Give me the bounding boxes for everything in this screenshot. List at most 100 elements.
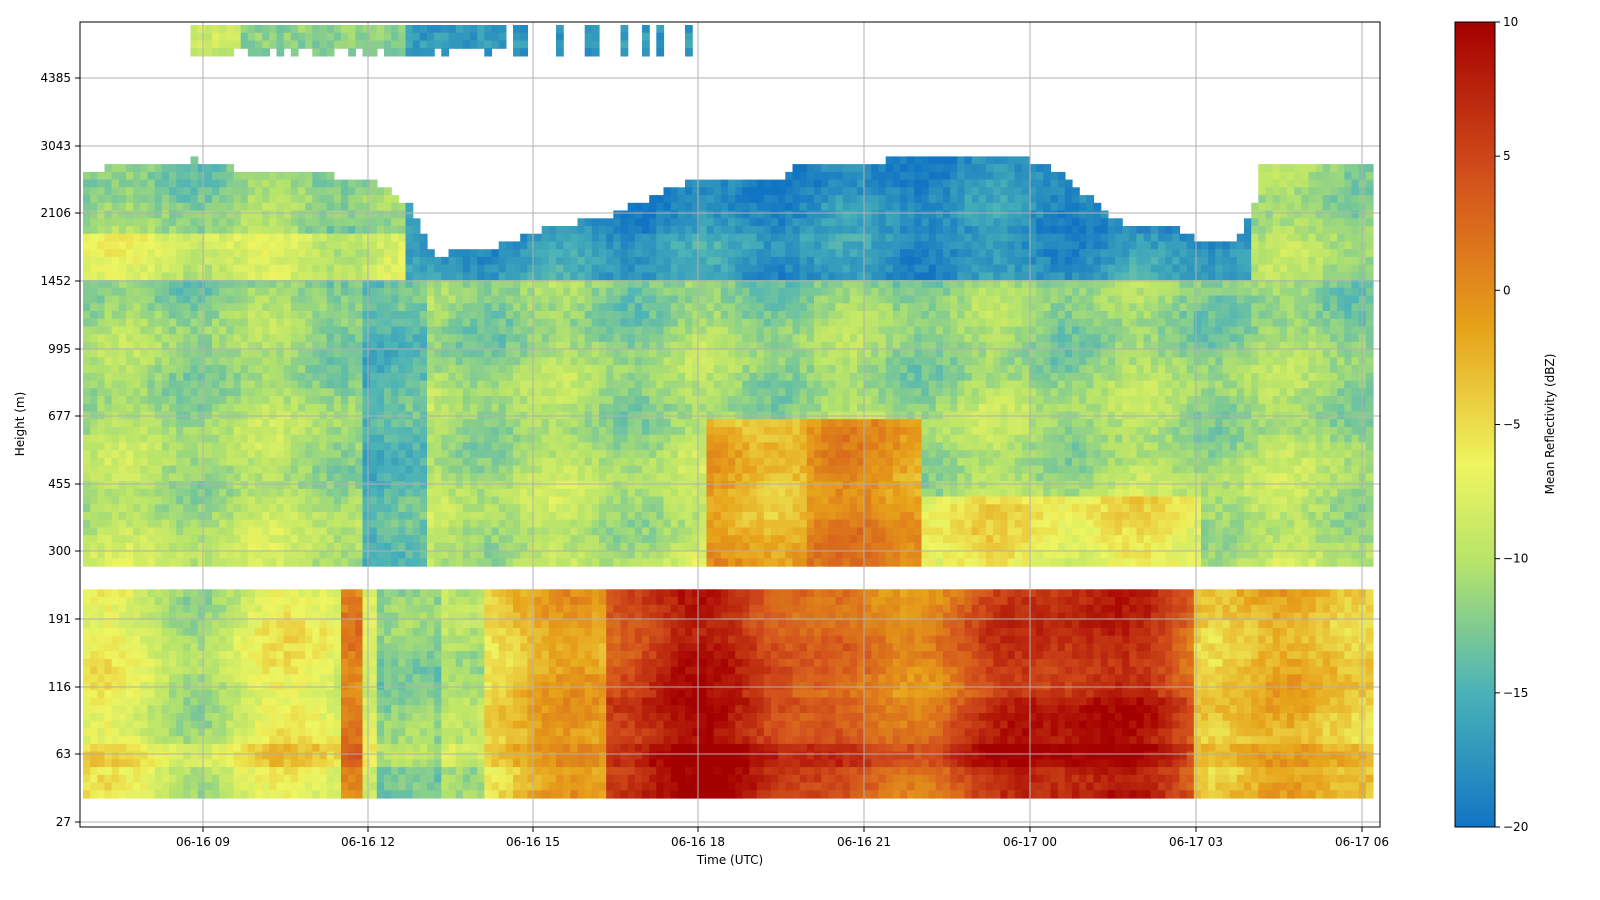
heatmap-cell (1050, 272, 1059, 281)
heatmap-cell (1115, 241, 1123, 250)
heatmap-cell (204, 311, 213, 320)
heatmap-cell (1322, 311, 1331, 320)
heatmap-cell (677, 349, 686, 358)
heatmap-cell (699, 388, 708, 397)
heatmap-cell (713, 264, 722, 273)
heatmap-cell (620, 25, 629, 34)
heatmap-cell (1129, 380, 1138, 389)
heatmap-cell (1143, 280, 1152, 289)
heatmap-cell (857, 295, 865, 304)
heatmap-cell (369, 40, 378, 49)
heatmap-cell (1172, 349, 1181, 358)
heatmap-cell (692, 256, 700, 266)
heatmap-cell (269, 272, 278, 281)
heatmap-cell (505, 372, 514, 382)
heatmap-cell (892, 156, 901, 165)
heatmap-cell (1136, 326, 1145, 335)
heatmap-cell (1136, 349, 1145, 358)
heatmap-cell (1064, 195, 1073, 204)
heatmap-cell (1315, 272, 1324, 281)
heatmap-cell (928, 334, 937, 343)
heatmap-cell (491, 264, 500, 273)
heatmap-cell (262, 233, 270, 242)
heatmap-cell (563, 326, 571, 335)
heatmap-cell (126, 372, 134, 382)
heatmap-cell (541, 295, 550, 304)
heatmap-cell (921, 380, 930, 389)
heatmap-cell (1279, 264, 1288, 273)
heatmap-cell (1165, 357, 1173, 366)
heatmap-cell (907, 280, 915, 289)
heatmap-cell (176, 303, 184, 312)
heatmap-cell (821, 295, 829, 304)
heatmap-cell (713, 287, 722, 297)
heatmap-cell (599, 241, 607, 250)
heatmap-cell (541, 357, 550, 366)
heatmap-cell (1043, 256, 1052, 266)
heatmap-cell (419, 341, 428, 351)
heatmap-cell (204, 187, 213, 196)
heatmap-cell (642, 32, 650, 41)
heatmap-cell (806, 233, 815, 242)
heatmap-cell (864, 195, 872, 204)
heatmap-cell (692, 295, 700, 304)
heatmap-cell (247, 318, 256, 327)
heatmap-cell (534, 349, 543, 358)
heatmap-cell (599, 380, 607, 389)
heatmap-cell (1358, 241, 1367, 250)
heatmap-cell (140, 349, 149, 358)
heatmap-cell (419, 349, 428, 358)
heatmap-cell (1272, 311, 1281, 320)
heatmap-cell (1021, 218, 1030, 227)
heatmap-cell (348, 241, 356, 250)
heatmap-cell (928, 210, 937, 219)
heatmap-cell (147, 249, 156, 258)
heatmap-cell (993, 280, 1001, 289)
heatmap-cell (670, 380, 679, 389)
heatmap-cell (577, 264, 586, 273)
heatmap-cell (828, 241, 837, 250)
heatmap-cell (1279, 349, 1288, 358)
heatmap-cell (1215, 349, 1224, 358)
heatmap-cell (1186, 295, 1195, 304)
heatmap-cell (785, 380, 794, 389)
heatmap-cell (1244, 241, 1252, 250)
heatmap-cell (204, 303, 213, 312)
heatmap-cell (97, 195, 106, 204)
heatmap-cell (197, 295, 206, 304)
heatmap-cell (749, 264, 758, 273)
heatmap-cell (742, 311, 751, 320)
heatmap-cell (663, 187, 672, 196)
heatmap-cell (749, 280, 758, 289)
heatmap-cell (1057, 249, 1066, 258)
heatmap-cell (677, 311, 686, 320)
heatmap-cell (935, 233, 944, 242)
heatmap-cell (799, 280, 808, 289)
heatmap-cell (1365, 349, 1374, 358)
heatmap-cell (104, 380, 113, 389)
heatmap-cell (1294, 210, 1302, 219)
heatmap-cell (677, 326, 686, 335)
heatmap-cell (713, 280, 722, 289)
heatmap-cell (1365, 318, 1374, 327)
heatmap-cell (771, 233, 779, 242)
heatmap-cell (591, 287, 600, 297)
heatmap-cell (491, 256, 500, 266)
heatmap-cell (1165, 249, 1173, 258)
heatmap-cell (864, 349, 872, 358)
heatmap-cell (964, 256, 973, 266)
heatmap-cell (1229, 334, 1238, 343)
heatmap-cell (957, 202, 966, 212)
heatmap-cell (1021, 365, 1030, 374)
heatmap-cell (1258, 256, 1267, 266)
heatmap-cell (376, 295, 385, 304)
heatmap-cell (563, 249, 571, 258)
heatmap-cell (462, 372, 471, 382)
heatmap-cell (305, 179, 313, 188)
heatmap-cell (513, 326, 521, 335)
heatmap-cell (1150, 318, 1159, 327)
heatmap-cell (369, 249, 378, 258)
heatmap-cell (513, 365, 521, 374)
heatmap-cell (1086, 272, 1095, 281)
heatmap-cell (950, 164, 958, 173)
